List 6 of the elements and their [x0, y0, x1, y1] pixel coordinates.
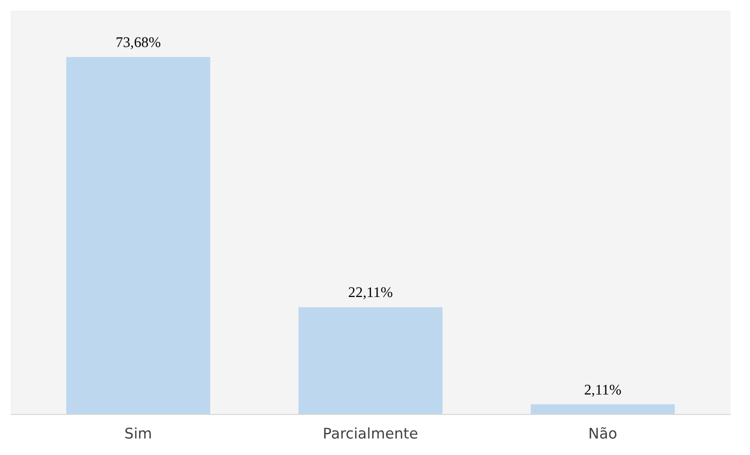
data-label: 73,68%	[116, 34, 161, 51]
x-tick-label: Sim	[124, 426, 152, 442]
data-label: 2,11%	[584, 382, 622, 398]
x-tick-label: Não	[588, 426, 618, 442]
data-label: 22,11%	[348, 285, 393, 302]
x-tick-label: Parcialmente	[322, 426, 418, 442]
